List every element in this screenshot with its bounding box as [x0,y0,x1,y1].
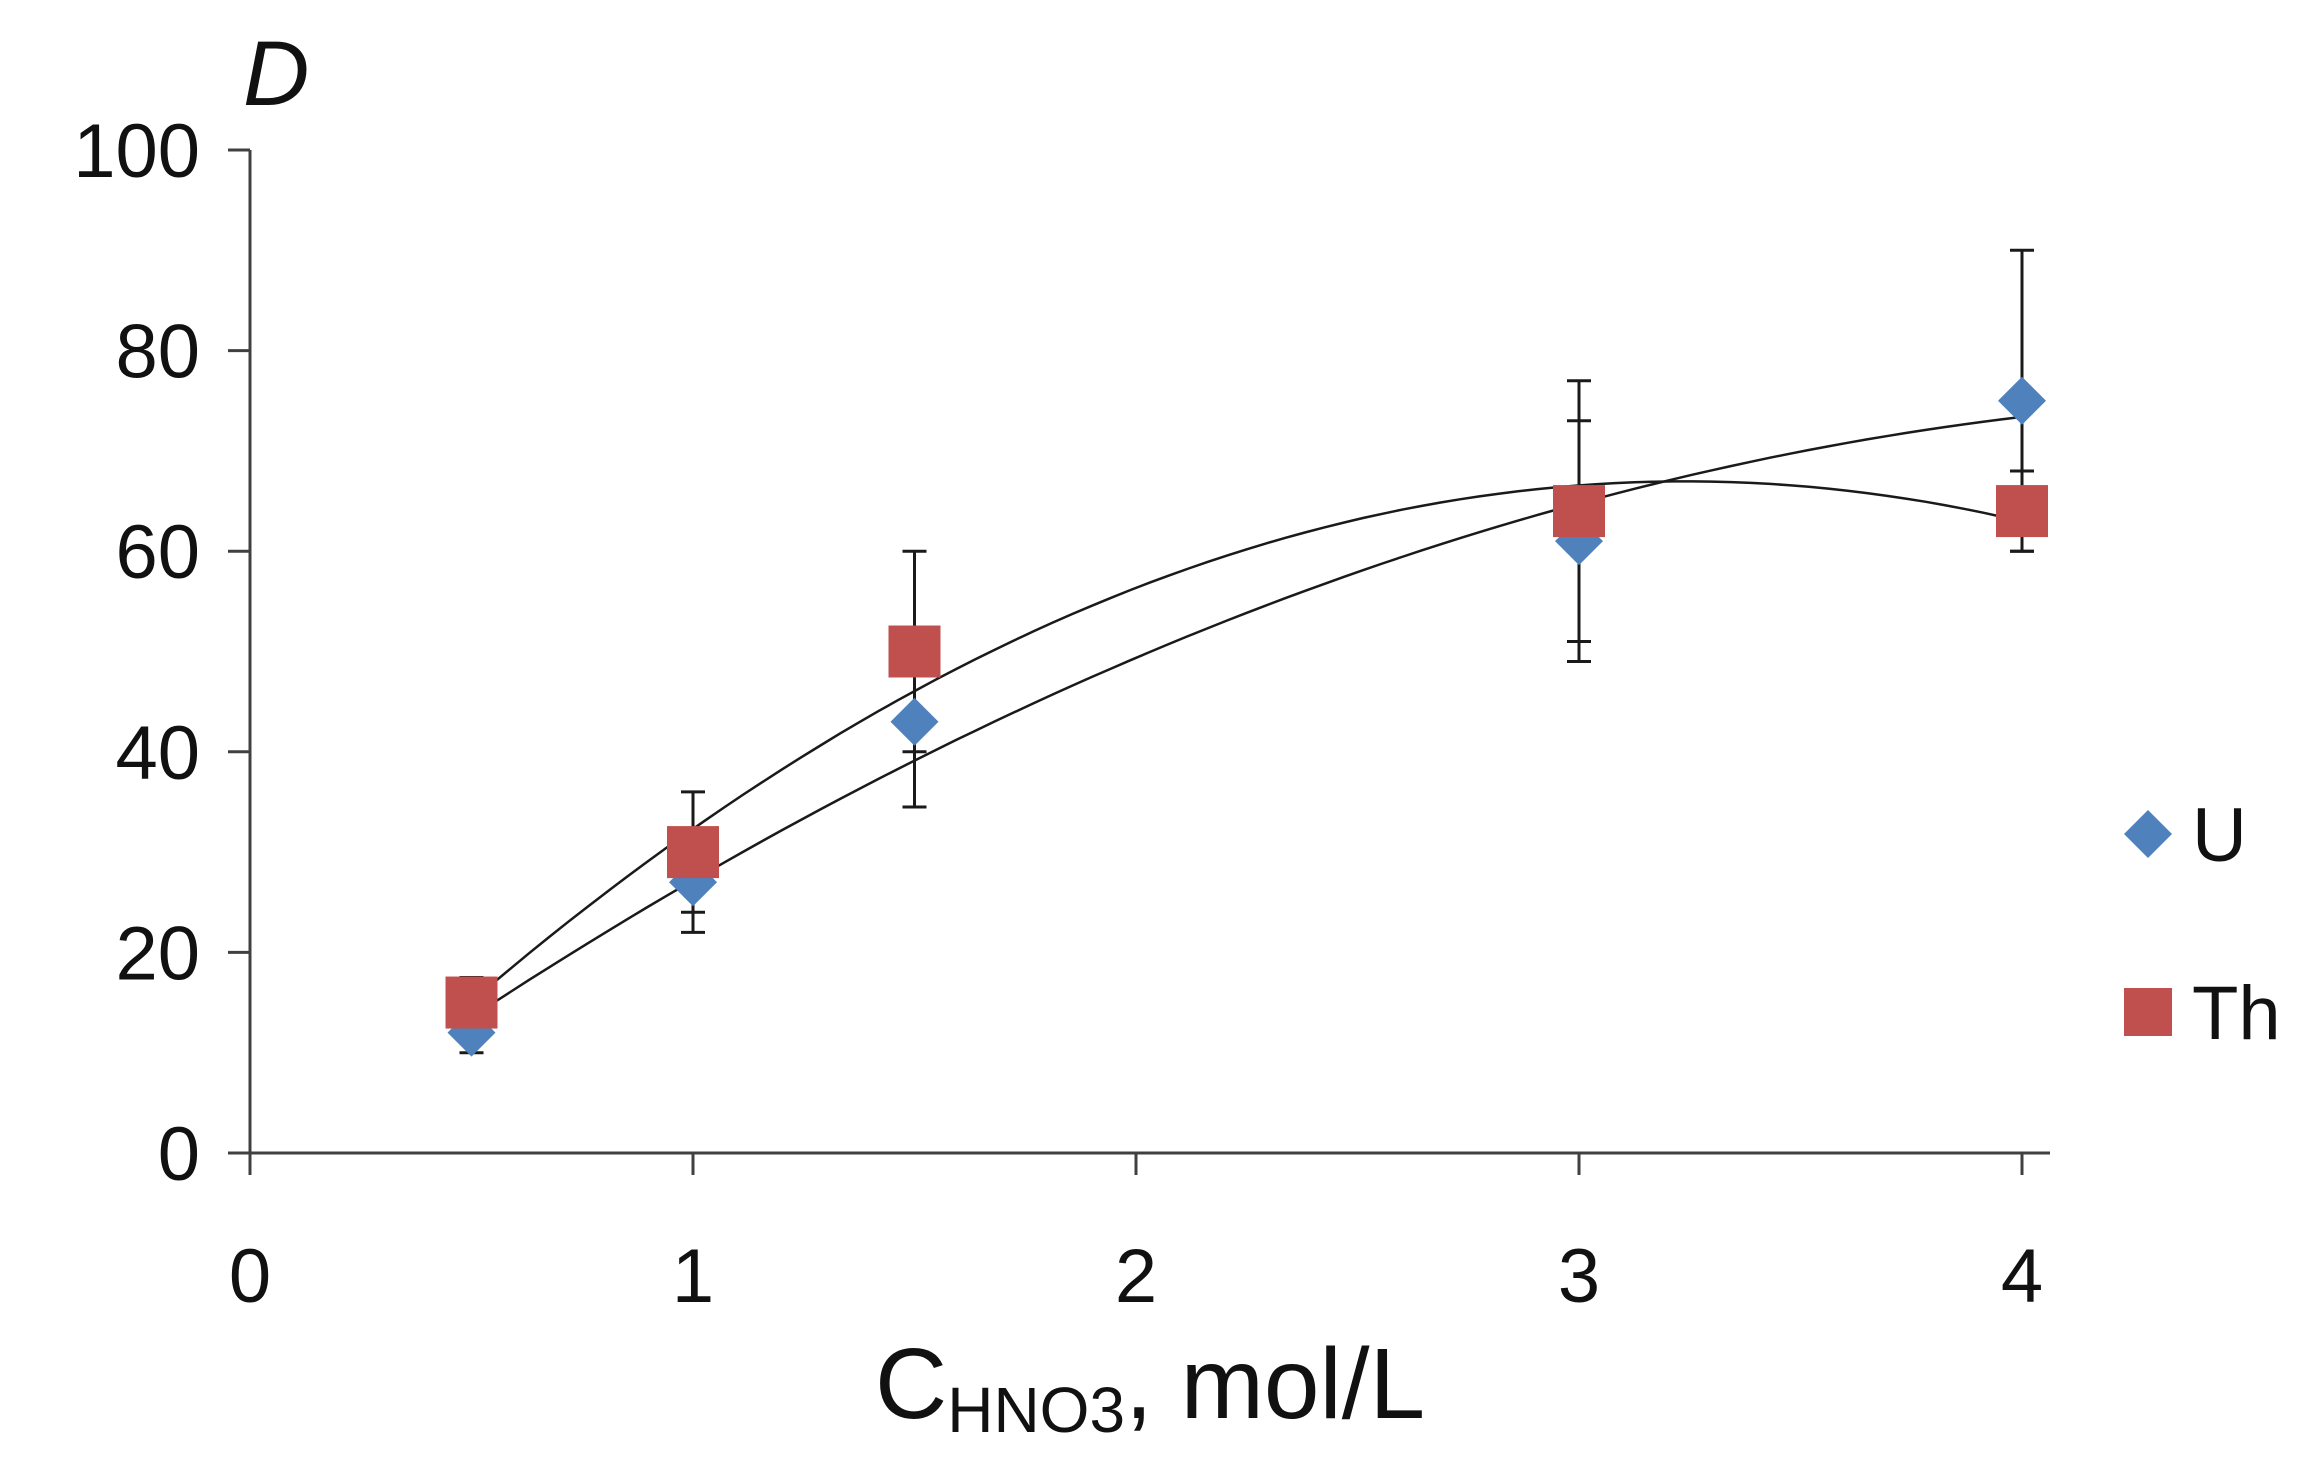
y-axis-label: D [243,23,309,125]
y-tick-label: 100 [73,109,200,194]
x-axis-label-main: C [875,1328,947,1440]
trendlines [470,415,2023,1019]
y-tick-label: 20 [115,911,200,996]
legend: U Th [2124,793,2281,1056]
x-axis-label: CHNO3, mol/L [875,1328,1425,1446]
ticks [228,148,2024,1175]
data-point-th [1553,485,1605,538]
y-tick-label: 80 [115,310,200,395]
data-point-th [888,625,941,678]
x-tick-label: 1 [672,1234,714,1319]
tick-labels: 0 20 40 60 80 100 0 1 2 3 4 [73,109,2043,1319]
x-tick-label: 4 [2001,1234,2043,1319]
legend-marker-th [2124,988,2172,1036]
x-axis-label-suffix: , mol/L [1125,1328,1425,1440]
data-point-th [1996,485,2048,538]
x-tick-label: 2 [1115,1234,1157,1319]
y-tick-label: 60 [115,510,200,595]
y-tick-label: 40 [115,711,200,796]
trendline-th [470,480,2023,1003]
x-tick-label: 3 [1558,1234,1600,1319]
axes [230,150,2050,1155]
data-point-th [667,826,719,879]
legend-label-th: Th [2192,971,2281,1056]
data-markers [445,376,2048,1057]
legend-label-u: U [2192,793,2247,878]
legend-marker-u [2124,810,2172,858]
x-tick-label: 0 [229,1234,271,1319]
x-axis-label-subscript: HNO3 [947,1374,1125,1446]
data-point-th [445,976,498,1029]
y-tick-label: 0 [158,1112,200,1197]
error-bars [459,248,2034,1055]
data-point-u [1998,376,2046,425]
data-point-u [890,697,939,746]
trendline-u [470,415,2023,1019]
